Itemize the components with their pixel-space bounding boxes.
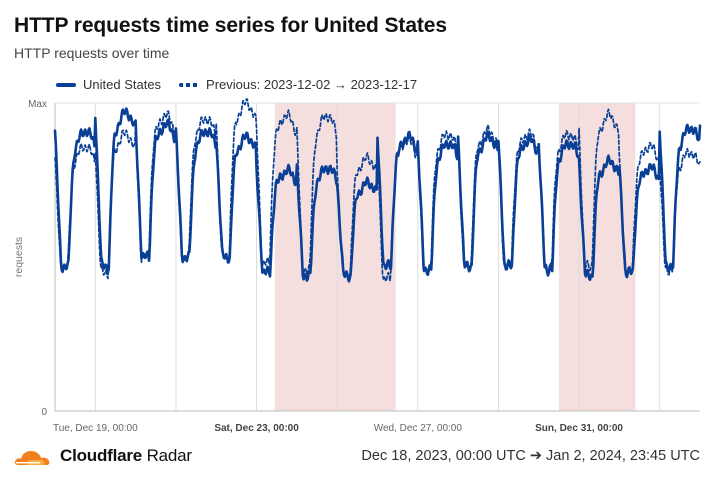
- date-range: Dec 18, 2023, 00:00 UTC ➔ Jan 2, 2024, 2…: [361, 448, 700, 464]
- y-tick-label-max: Max: [28, 99, 47, 110]
- y-axis-label: requests: [13, 237, 25, 277]
- x-tick-label-1: Sat, Dec 23, 00:00: [214, 423, 299, 434]
- weekend-band-1: [558, 103, 636, 411]
- cloudflare-cloud-icon: [14, 451, 50, 465]
- weekend-band-0: [274, 103, 396, 411]
- chart-subtitle: HTTP requests over time: [14, 45, 170, 61]
- chart-title: HTTP requests time series for United Sta…: [14, 14, 447, 37]
- legend-dashed-line-icon: [179, 82, 200, 87]
- brand-product: Radar: [142, 446, 193, 465]
- brand-name: Cloudflare: [60, 446, 143, 465]
- x-tick-label-2: Wed, Dec 27, 00:00: [374, 423, 463, 434]
- x-tick-label-3: Sun, Dec 31, 00:00: [535, 423, 623, 434]
- legend-item-previous[interactable]: Previous: 2023-12-02 → 2023-12-17: [179, 77, 417, 92]
- legend-solid-line-icon: [56, 82, 76, 87]
- cloudflare-radar-logo: Cloudflare Radar: [14, 445, 192, 467]
- legend-label-current: United States: [83, 77, 162, 92]
- y-tick-label-zero: 0: [41, 407, 47, 418]
- series-line-current: [53, 107, 702, 283]
- chart-legend: United States Previous: 2023-12-02 → 202…: [56, 77, 435, 92]
- legend-label-previous: Previous: 2023-12-02 → 2023-12-17: [206, 77, 418, 92]
- legend-item-current[interactable]: United States: [56, 77, 161, 92]
- x-tick-label-0: Tue, Dec 19, 00:00: [53, 423, 138, 434]
